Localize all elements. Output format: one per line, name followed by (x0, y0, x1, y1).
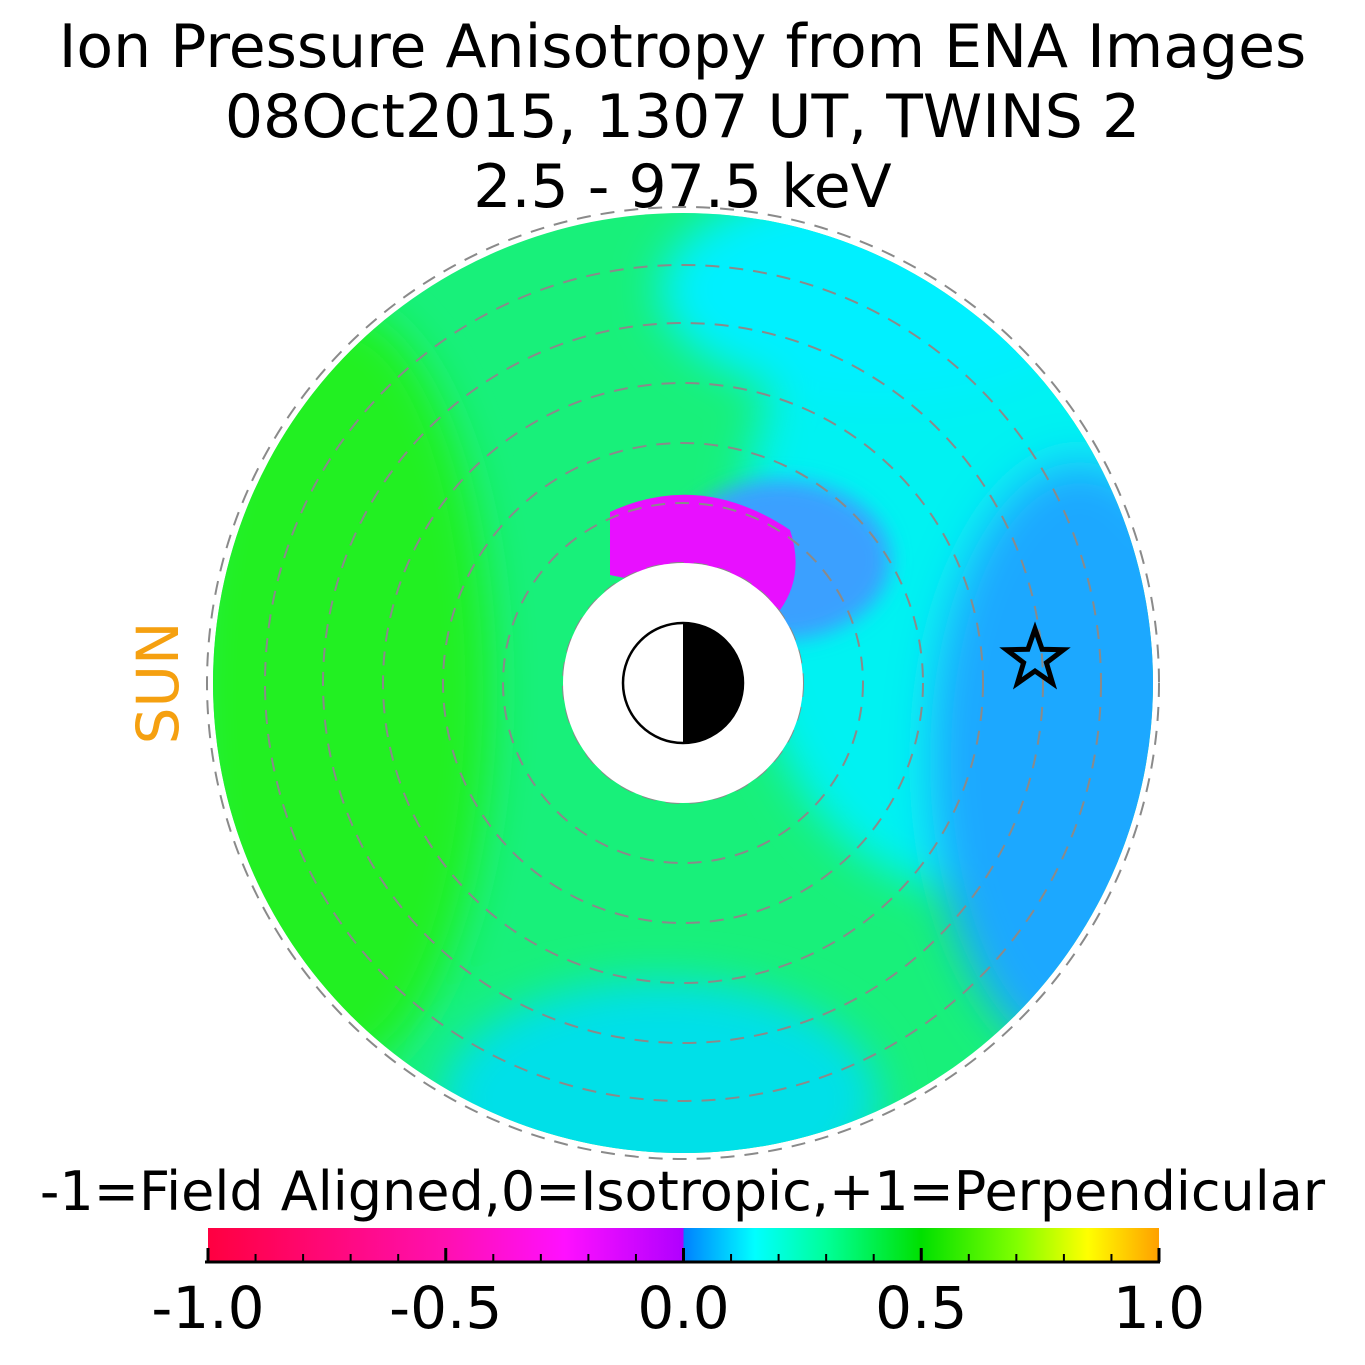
star-icon (999, 621, 1071, 690)
colorbar-label: -1=Field Aligned,0=Isotropic,+1=Perpendi… (39, 1160, 1326, 1223)
grid-ring-2 (502, 502, 864, 864)
grid-ring-4 (382, 382, 984, 984)
chart-subtitle-date: 08Oct2015, 1307 UT, TWINS 2 (224, 82, 1141, 152)
grid-ring-5 (322, 322, 1044, 1044)
region-dawn-blue (930, 460, 1153, 1060)
region-dusk-top-cyan (660, 213, 1100, 400)
region-dusk-green-arc (213, 310, 490, 1070)
sun-direction-label: SUN (124, 621, 192, 745)
earth-night-side (683, 623, 743, 743)
grid-ring-3 (442, 442, 924, 924)
chart-subtitle-energy: 2.5 - 97.5 keV (473, 152, 892, 222)
grid-ring-6 (264, 264, 1102, 1102)
chart-title: Ion Pressure Anisotropy from ENA Images (58, 12, 1307, 82)
grid-ring-7 (206, 206, 1160, 1160)
